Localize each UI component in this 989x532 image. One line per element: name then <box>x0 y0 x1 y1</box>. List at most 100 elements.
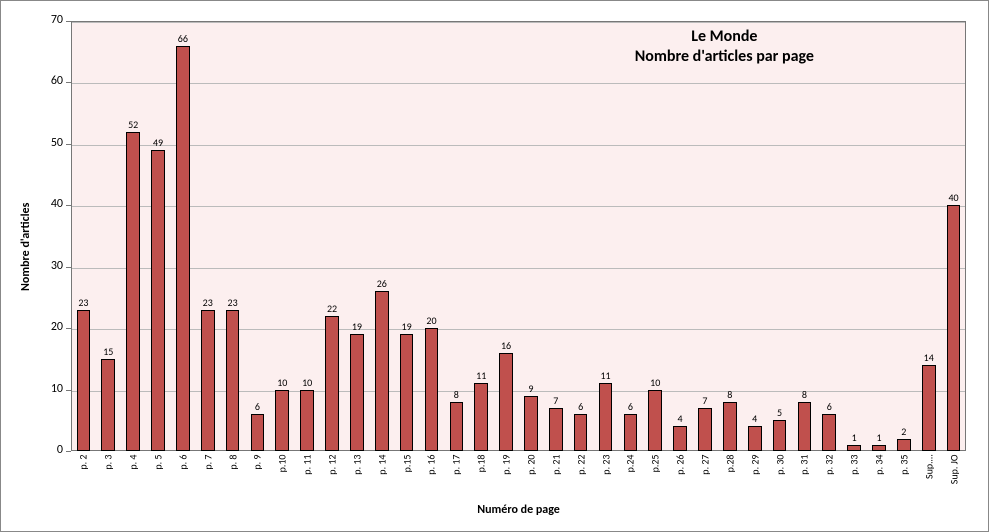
x-tick-label: p. 19 <box>500 455 513 505</box>
x-tick-label: p. 5 <box>152 455 165 505</box>
x-tick-label: p. 8 <box>226 455 239 505</box>
bar-value-label: 6 <box>620 400 642 413</box>
bar-value-label: 19 <box>346 320 368 333</box>
bar <box>325 316 339 451</box>
y-tick-label: 40 <box>31 197 63 211</box>
bar <box>773 420 787 451</box>
x-tick-label: p. 16 <box>425 455 438 505</box>
y-tick-label: 60 <box>31 74 63 88</box>
x-tick-label: p. 13 <box>350 455 363 505</box>
bar <box>499 353 513 451</box>
y-tick <box>66 144 71 145</box>
bar <box>176 46 190 451</box>
bar-value-label: 23 <box>222 296 244 309</box>
bar-value-label: 40 <box>943 191 965 204</box>
x-tick-label: p. 22 <box>574 455 587 505</box>
bar-value-label: 5 <box>769 406 791 419</box>
bar <box>474 383 488 451</box>
bar <box>151 150 165 451</box>
bar <box>425 328 439 451</box>
bar-value-label: 8 <box>719 388 741 401</box>
bar <box>723 402 737 451</box>
y-tick <box>66 205 71 206</box>
bar-value-label: 66 <box>172 32 194 45</box>
bar <box>698 408 712 451</box>
bar <box>450 402 464 451</box>
y-tick <box>66 82 71 83</box>
bar-value-label: 7 <box>545 394 567 407</box>
bar-value-label: 1 <box>868 431 890 444</box>
x-tick-label: p. 20 <box>524 455 537 505</box>
bar-value-label: 20 <box>421 314 443 327</box>
bar <box>748 426 762 451</box>
x-tick-label: p. 17 <box>450 455 463 505</box>
bar-value-label: 26 <box>371 277 393 290</box>
bar <box>872 445 886 451</box>
x-tick-label: p. 27 <box>698 455 711 505</box>
bar <box>101 359 115 451</box>
bar-value-label: 11 <box>470 369 492 382</box>
bar-value-label: 8 <box>794 388 816 401</box>
bar <box>624 414 638 451</box>
bar-value-label: 19 <box>396 320 418 333</box>
bar <box>126 132 140 451</box>
y-tick-label: 70 <box>31 13 63 27</box>
x-tick-label: p. 6 <box>176 455 189 505</box>
x-tick-label: p.15 <box>400 455 413 505</box>
chart-title-line2: Nombre d'articles par page <box>501 47 949 67</box>
x-tick-label: Sup.… <box>922 455 935 505</box>
bar <box>201 310 215 451</box>
x-axis-label: Numéro de page <box>71 503 966 517</box>
bar <box>77 310 91 451</box>
x-tick-label: p. 11 <box>301 455 314 505</box>
chart-container: Le Monde Nombre d'articles par page Nomb… <box>0 0 989 532</box>
bar-value-label: 11 <box>595 369 617 382</box>
y-tick <box>66 21 71 22</box>
bar-value-label: 4 <box>669 412 691 425</box>
y-tick-label: 50 <box>31 136 63 150</box>
x-tick-label: p. 14 <box>375 455 388 505</box>
bar-value-label: 6 <box>247 400 269 413</box>
bar-value-label: 10 <box>644 376 666 389</box>
bar <box>549 408 563 451</box>
bar-value-label: 15 <box>97 345 119 358</box>
x-tick-label: p.28 <box>723 455 736 505</box>
x-tick-label: p. 34 <box>872 455 885 505</box>
bar <box>847 445 861 451</box>
x-tick-label: p. 26 <box>674 455 687 505</box>
bar <box>822 414 836 451</box>
x-tick-label: p. 12 <box>326 455 339 505</box>
y-tick-label: 0 <box>31 443 63 457</box>
x-tick-label: p.25 <box>649 455 662 505</box>
y-tick-label: 20 <box>31 320 63 334</box>
x-tick-label: p. 23 <box>599 455 612 505</box>
y-tick <box>66 267 71 268</box>
bar <box>922 365 936 451</box>
y-tick-label: 10 <box>31 382 63 396</box>
grid-line <box>72 22 965 23</box>
x-tick-label: p. 7 <box>201 455 214 505</box>
x-tick-label: p. 32 <box>823 455 836 505</box>
bar-value-label: 10 <box>271 376 293 389</box>
y-tick <box>66 328 71 329</box>
grid-line <box>72 83 965 84</box>
bar-value-label: 7 <box>694 394 716 407</box>
grid-line <box>72 206 965 207</box>
bar <box>897 439 911 451</box>
bar <box>300 390 314 451</box>
x-tick-label: p. 35 <box>897 455 910 505</box>
x-tick-label: p. 3 <box>102 455 115 505</box>
grid-line <box>72 145 965 146</box>
bar <box>524 396 538 451</box>
x-tick-label: p. 9 <box>251 455 264 505</box>
x-tick-label: p. 4 <box>127 455 140 505</box>
bar <box>251 414 265 451</box>
bar <box>375 291 389 451</box>
bar <box>798 402 812 451</box>
bar-value-label: 16 <box>495 339 517 352</box>
bar <box>275 390 289 451</box>
bar <box>648 390 662 451</box>
bar-value-label: 9 <box>520 382 542 395</box>
chart-title-line1: Le Monde <box>501 27 949 47</box>
bar <box>947 205 961 451</box>
